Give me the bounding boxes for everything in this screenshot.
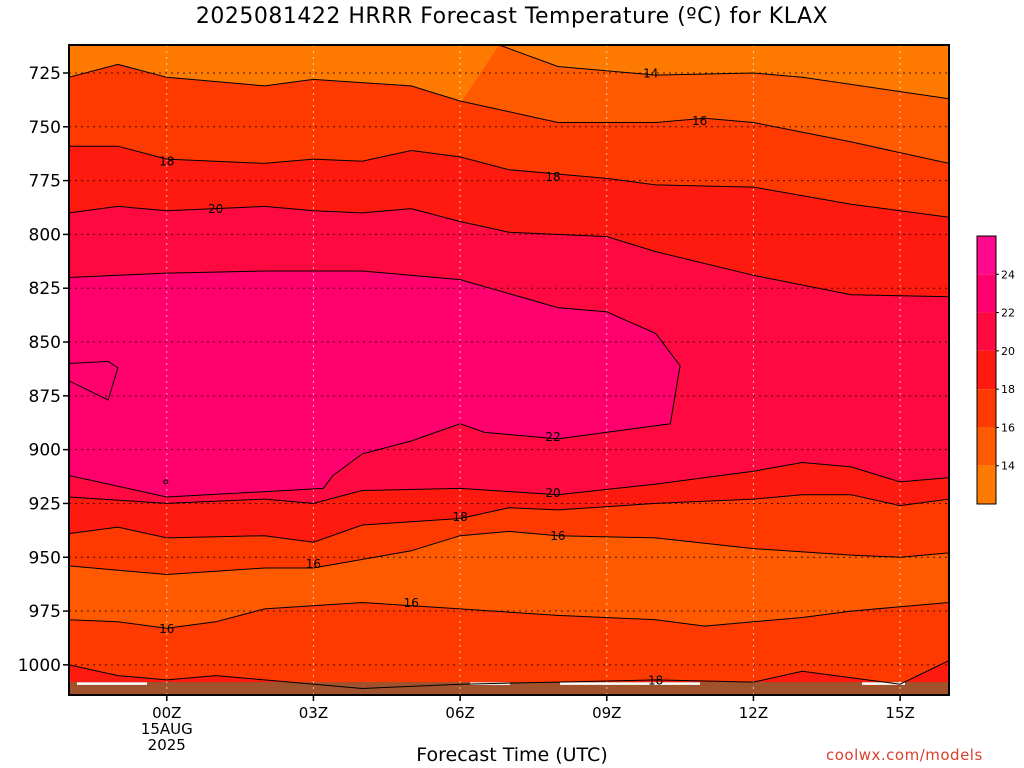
colorbar-segment-2 xyxy=(977,312,996,351)
contour-labels: 14 16 18 18 20 22 20 18 16 16 16 16 18 xyxy=(159,66,707,687)
contour-label-5: 22 xyxy=(545,430,560,444)
y-tick-label-850: 850 xyxy=(29,333,61,353)
contour-line-22-5 xyxy=(69,360,119,401)
colorbar-tick-label-20: 20 xyxy=(1001,345,1015,358)
contour-label-2: 18 xyxy=(159,155,174,169)
x-tick-label-0-0: 00Z xyxy=(152,704,181,722)
contour-label-1: 16 xyxy=(692,114,707,128)
band-22-24-main xyxy=(69,271,681,497)
contour-label-9: 16 xyxy=(306,557,321,571)
contour-line-20-3 xyxy=(69,205,949,298)
contour-lines xyxy=(69,45,949,690)
x-tick-label-0-1: 15AUG xyxy=(141,720,193,738)
chart-title: 2025081422 HRRR Forecast Temperature (ºC… xyxy=(195,4,829,29)
y-tick-label-900: 900 xyxy=(29,441,61,461)
contour-line-20-6 xyxy=(69,461,949,504)
x-tick-label-6-0: 06Z xyxy=(445,704,474,722)
colorbar-tick-label-18: 18 xyxy=(1001,383,1015,396)
colorbar-segment-5 xyxy=(977,427,996,466)
contour-line-22-4 xyxy=(69,270,681,498)
contour-line-18-2 xyxy=(69,145,949,218)
contour-label-3: 18 xyxy=(545,170,560,184)
x-tick-label-12-0: 12Z xyxy=(739,704,768,722)
contour-label-10: 16 xyxy=(404,596,419,610)
contour-line-16-8 xyxy=(69,530,949,576)
y-tick-label-975: 975 xyxy=(29,602,61,622)
contour-label-8: 16 xyxy=(550,529,565,543)
y-tick-label-750: 750 xyxy=(29,118,61,138)
colorbar-tick-label-14: 14 xyxy=(1001,460,1015,473)
y-tick-label-950: 950 xyxy=(29,548,61,568)
contour-line-16-9 xyxy=(69,601,949,629)
contour-label-6: 20 xyxy=(545,486,560,500)
y-tick-label-775: 775 xyxy=(29,172,61,192)
y-tick-label-925: 925 xyxy=(29,494,61,514)
colorbar-segment-1 xyxy=(977,274,996,313)
colorbar-segment-6 xyxy=(977,465,996,504)
contour-line-14-0 xyxy=(499,45,949,100)
y-tick-label-1000: 1000 xyxy=(18,656,61,676)
band-22-24-small xyxy=(69,361,118,401)
x-tick-label-0-2: 2025 xyxy=(148,736,186,754)
y-tick-label-825: 825 xyxy=(29,279,61,299)
y-tick-label-875: 875 xyxy=(29,387,61,407)
ground-strip xyxy=(69,682,949,695)
contour-label-7: 18 xyxy=(452,510,467,524)
contour-dot xyxy=(163,479,169,485)
contour-label-4: 20 xyxy=(208,202,223,216)
plot-frame xyxy=(68,44,950,696)
watermark-link[interactable]: coolwx.com/models xyxy=(826,746,983,764)
colorbar-tick-label-24: 24 xyxy=(1001,268,1015,281)
colorbar-segment-4 xyxy=(977,389,996,428)
y-axis: 725 750 775 800 825 850 875 900 925 950 975 1000 xyxy=(18,64,69,676)
colorbar-segment-3 xyxy=(977,350,996,390)
contour-label-0: 14 xyxy=(643,66,658,80)
x-tick-label-3-0: 03Z xyxy=(299,704,328,722)
colorbar-frame xyxy=(976,235,997,505)
y-tick-label-800: 800 xyxy=(29,225,61,245)
colorbar-segment-0 xyxy=(977,236,996,275)
x-tick-label-9-0: 09Z xyxy=(592,704,621,722)
colorbar-tick-label-22: 22 xyxy=(1001,307,1015,320)
x-tick-label-15-0: 15Z xyxy=(885,704,914,722)
temperature-bands xyxy=(69,45,949,695)
grid-lines xyxy=(69,45,949,695)
contour-label-11: 16 xyxy=(159,622,174,636)
contour-line-18-7 xyxy=(69,494,949,543)
contour-line-18-10 xyxy=(69,660,949,690)
contour-line-16-1 xyxy=(69,63,949,164)
colorbar-tick-label-16: 16 xyxy=(1001,421,1015,434)
band-lower-9 xyxy=(69,602,949,695)
y-tick-label-725: 725 xyxy=(29,64,61,84)
x-axis-label: Forecast Time (UTC) xyxy=(416,744,608,766)
contour-label-12: 18 xyxy=(648,673,663,687)
colorbar: 14 16 18 20 22 24 xyxy=(976,235,1015,505)
ground-below-surface xyxy=(69,682,949,695)
